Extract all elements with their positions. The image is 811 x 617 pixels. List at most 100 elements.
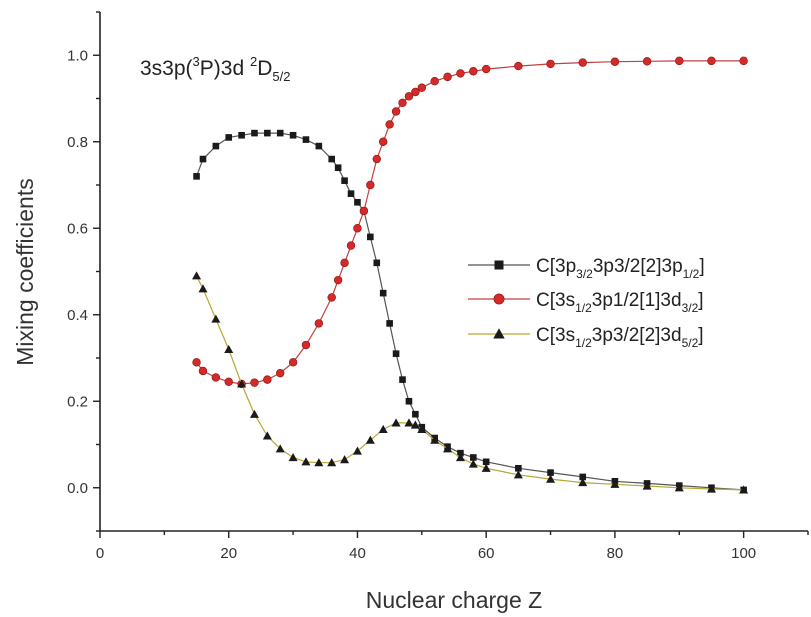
data-point <box>237 379 247 388</box>
data-point <box>302 136 310 143</box>
y-tick-label: 0.0 <box>67 480 88 497</box>
y-tick-label: 1.0 <box>67 47 88 64</box>
x-ticks: 0 20 40 60 80 100 <box>96 531 809 562</box>
data-point <box>675 56 684 66</box>
data-point <box>347 190 355 197</box>
data-point <box>359 206 369 216</box>
legend-entry: C[3p3/23p3/2[2]3p1/2] <box>536 256 705 281</box>
data-point <box>391 418 401 427</box>
data-point <box>264 129 271 137</box>
data-point <box>301 457 311 466</box>
data-point <box>193 173 200 180</box>
data-point <box>334 164 342 171</box>
data-point <box>276 129 284 137</box>
data-point <box>275 444 285 453</box>
data-point <box>379 137 388 146</box>
legend: C[3p3/23p3/2[2]3p1/2] C[3s1/23p1/2[1]3d3/… <box>468 256 705 350</box>
data-point <box>455 452 465 462</box>
data-point <box>251 129 258 137</box>
legend-marker <box>493 293 505 305</box>
data-point <box>706 484 716 493</box>
data-point <box>378 424 388 433</box>
data-point <box>333 275 343 285</box>
data-point <box>610 57 620 66</box>
data-point <box>224 344 234 353</box>
data-point <box>263 375 272 384</box>
data-point <box>578 58 587 67</box>
data-point <box>404 92 414 101</box>
data-point <box>392 350 400 357</box>
data-point <box>739 56 748 66</box>
data-point <box>468 459 478 468</box>
data-point <box>314 458 324 467</box>
data-point <box>354 199 361 206</box>
legend-marker <box>494 260 504 270</box>
data-point <box>373 259 381 267</box>
series-square <box>193 129 747 494</box>
data-point <box>579 473 587 481</box>
data-point <box>366 180 375 190</box>
data-point <box>340 455 350 464</box>
data-point <box>211 373 221 382</box>
data-point <box>739 485 749 494</box>
data-point <box>199 155 207 163</box>
data-point <box>481 463 491 472</box>
data-point <box>410 420 420 429</box>
data-point <box>399 376 406 383</box>
data-point <box>353 224 362 233</box>
data-point <box>707 56 716 66</box>
x-axis-label: Nuclear charge Z <box>366 587 542 613</box>
data-point <box>547 469 554 476</box>
data-point <box>404 418 414 427</box>
data-point <box>642 57 652 66</box>
series-layer <box>192 56 749 494</box>
data-point <box>514 61 523 71</box>
data-point <box>674 483 684 492</box>
data-point <box>211 314 221 323</box>
data-point <box>328 155 336 163</box>
series-circle <box>192 56 748 389</box>
x-tick-label: 80 <box>607 545 624 562</box>
y-ticks: 0.0 0.2 0.4 0.6 0.8 1.0 <box>67 11 100 532</box>
x-tick-label: 60 <box>478 545 495 562</box>
data-point <box>443 444 453 453</box>
data-point <box>288 358 298 367</box>
data-point <box>481 64 491 74</box>
data-point <box>315 142 323 150</box>
y-tick-label: 0.2 <box>67 393 88 410</box>
data-point <box>288 452 298 462</box>
data-point <box>379 289 387 297</box>
data-point <box>546 474 556 483</box>
data-point <box>198 366 208 376</box>
state-annotation: 3s3p(3P)3d 2D5/2 <box>140 54 290 84</box>
data-point <box>367 233 374 241</box>
y-tick-label: 0.6 <box>67 220 88 237</box>
data-point <box>327 458 337 467</box>
data-point <box>513 470 523 479</box>
data-point <box>212 142 220 150</box>
data-point <box>515 464 522 472</box>
data-point <box>365 435 375 444</box>
data-point <box>301 340 311 350</box>
data-point <box>417 424 427 433</box>
data-point <box>482 458 490 466</box>
y-axis-label: Mixing coefficients <box>12 178 38 366</box>
data-point <box>386 320 393 327</box>
data-point <box>412 410 419 418</box>
data-point <box>642 481 652 490</box>
data-point <box>192 358 201 367</box>
data-point <box>470 454 477 461</box>
data-point <box>192 271 202 280</box>
data-point <box>398 98 407 108</box>
data-point <box>314 319 324 328</box>
data-point <box>276 368 285 378</box>
data-point <box>250 378 259 387</box>
legend-marker <box>493 328 505 339</box>
data-point <box>341 177 348 184</box>
data-point <box>385 120 394 129</box>
data-point <box>443 72 452 82</box>
data-point <box>578 478 588 487</box>
series-triangle <box>192 271 749 494</box>
data-point <box>225 134 233 141</box>
